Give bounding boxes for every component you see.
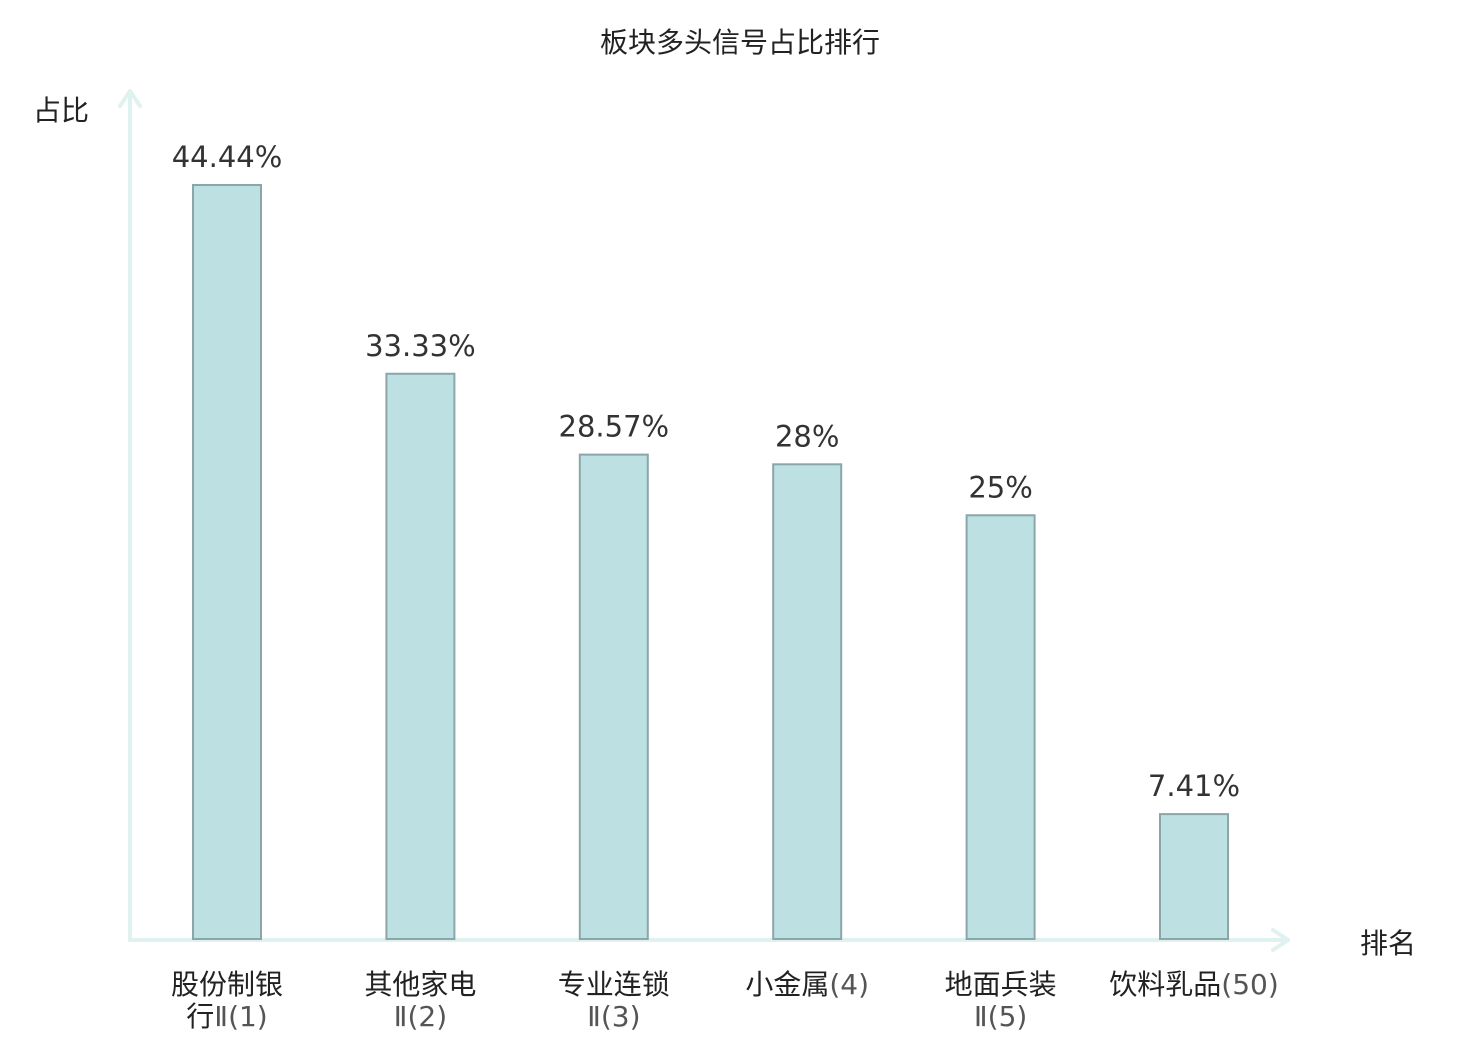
category-label-2-line2: Ⅱ(2)	[394, 1000, 447, 1033]
category-name-cont: 行	[186, 1000, 214, 1033]
chart-title: 板块多头信号占比排行	[600, 26, 880, 59]
value-label-6: 7.41%	[1148, 769, 1240, 803]
category-rank: Ⅱ(2)	[394, 1000, 447, 1033]
category-name: 股份制银	[171, 968, 283, 1001]
bars-group	[192, 184, 1229, 941]
category-label-6: 饮料乳品(50)	[1109, 968, 1279, 1001]
category-rank: (50)	[1221, 968, 1278, 1001]
value-label-5: 25%	[968, 470, 1032, 504]
category-label-1-line2: 行Ⅱ(1)	[186, 1000, 267, 1033]
category-label-5: 地面兵装	[945, 968, 1057, 1001]
category-label-5-line2: Ⅱ(5)	[974, 1000, 1027, 1033]
category-rank: (4)	[829, 968, 869, 1001]
x-axis-label: 排名	[1360, 927, 1416, 960]
y-axis-label: 占比	[33, 94, 89, 127]
x-axis-arrow	[1271, 928, 1290, 952]
category-name: 饮料乳品	[1109, 968, 1221, 1001]
category-rank: Ⅱ(1)	[214, 1000, 267, 1033]
category-name: 地面兵装	[945, 968, 1057, 1001]
bar-1	[192, 184, 262, 940]
y-axis-arrow	[118, 89, 142, 108]
bar-2	[385, 372, 456, 940]
value-label-4: 28%	[775, 419, 839, 453]
category-label-1: 股份制银	[171, 968, 283, 1001]
category-rank: Ⅱ(3)	[587, 1000, 640, 1033]
bar-6	[1159, 813, 1229, 941]
category-name: 其他家电	[364, 968, 476, 1001]
bar-5	[965, 514, 1036, 940]
category-name: 小金属	[745, 968, 829, 1001]
category-rank: Ⅱ(5)	[974, 1000, 1027, 1033]
category-label-3-line2: Ⅱ(3)	[587, 1000, 640, 1033]
bar-3	[578, 453, 649, 940]
bar-4	[772, 463, 843, 940]
category-label-2: 其他家电	[364, 968, 476, 1001]
category-label-3: 专业连锁	[558, 968, 670, 1001]
category-name: 专业连锁	[558, 968, 670, 1001]
value-label-1: 44.44%	[172, 140, 283, 174]
category-label-4: 小金属(4)	[745, 968, 869, 1001]
value-label-3: 28.57%	[559, 410, 670, 444]
value-labels-group: 44.44% 33.33% 28.57% 28% 25% 7.41%	[172, 140, 1240, 803]
value-label-2: 33.33%	[365, 329, 476, 363]
